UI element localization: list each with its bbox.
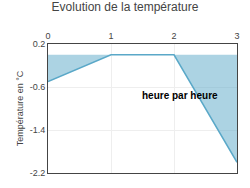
- svg-text:3: 3: [234, 31, 239, 41]
- svg-text:0.2: 0.2: [33, 39, 46, 49]
- svg-text:Température en °C: Température en °C: [15, 70, 25, 146]
- svg-text:2: 2: [171, 31, 176, 41]
- svg-text:-2.2: -2.2: [30, 168, 46, 178]
- svg-text:Evolution de la température: Evolution de la température: [52, 0, 199, 14]
- svg-text:-0.6: -0.6: [30, 82, 46, 92]
- svg-text:0: 0: [45, 31, 50, 41]
- svg-text:1: 1: [108, 31, 113, 41]
- svg-text:-1.4: -1.4: [30, 125, 46, 135]
- svg-text:heure par heure: heure par heure: [142, 90, 218, 101]
